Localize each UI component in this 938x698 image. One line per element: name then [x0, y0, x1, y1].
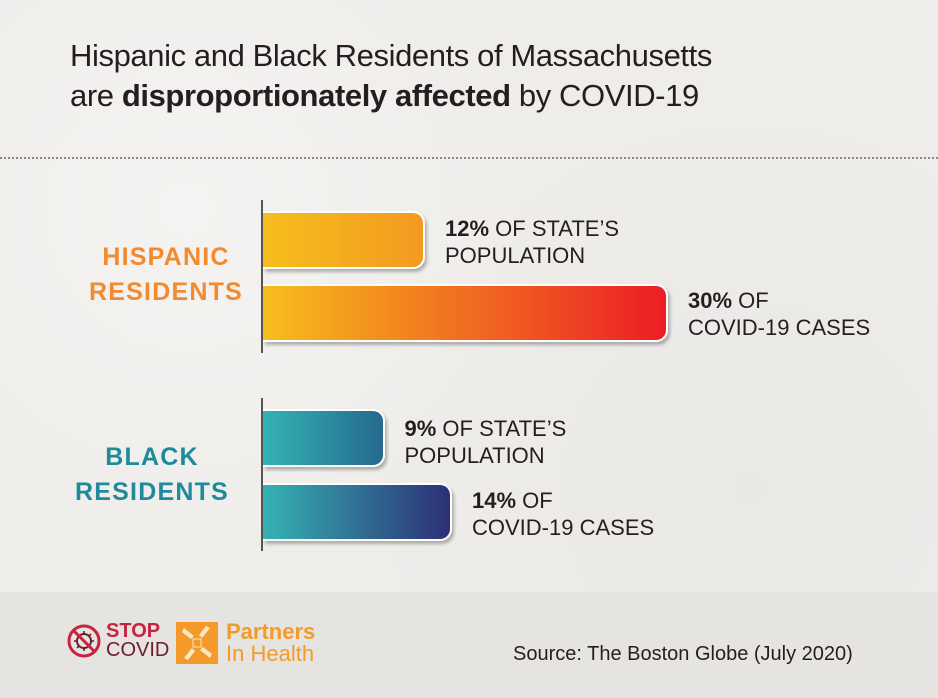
- data-label-line1: 12% OF STATE’S: [445, 215, 619, 242]
- data-label-hispanic-population: 12% OF STATE’S POPULATION: [445, 215, 619, 269]
- data-label-line1: 9% OF STATE’S: [405, 415, 567, 442]
- data-label-line2: POPULATION: [404, 443, 545, 468]
- title-emphasis: disproportionately affected: [121, 78, 511, 113]
- group-label-black: BLACK RESIDENTS: [52, 440, 252, 510]
- data-label-line2: COVID-19 CASES: [688, 315, 871, 340]
- stop-text: STOP: [106, 620, 161, 642]
- stop-covid-wordmark: STOP COVID: [106, 620, 170, 661]
- data-label-value: 14%: [472, 488, 517, 513]
- data-label-text: OF: [732, 288, 769, 313]
- group-label-line1: BLACK: [105, 443, 199, 471]
- bar-black-population: [263, 409, 385, 467]
- title-prefix: are: [70, 78, 122, 113]
- title-suffix: by COVID-19: [510, 78, 699, 113]
- footer-band: [0, 592, 938, 698]
- data-label-line2: POPULATION: [445, 243, 586, 268]
- group-label-line2: RESIDENTS: [75, 478, 229, 506]
- group-label-hispanic: HISPANIC RESIDENTS: [66, 240, 266, 310]
- title-line-2: are disproportionately affected by COVID…: [70, 76, 890, 116]
- bar-hispanic-cases: [263, 284, 668, 342]
- data-label-value: 9%: [404, 416, 437, 441]
- chart-title: Hispanic and Black Residents of Massachu…: [70, 36, 890, 116]
- hands-square-icon: [176, 622, 218, 664]
- group-label-line1: HISPANIC: [102, 243, 230, 271]
- data-label-text: OF STATE’S: [436, 416, 567, 441]
- group-label-line2: RESIDENTS: [89, 278, 243, 306]
- data-label-black-cases: 14% OF COVID-19 CASES: [472, 487, 654, 541]
- data-label-hispanic-cases: 30% OF COVID-19 CASES: [688, 287, 870, 341]
- covid-text: COVID: [106, 639, 170, 661]
- data-label-value: 12%: [445, 216, 490, 241]
- in-health-text: In Health: [226, 641, 315, 666]
- partners-in-health-logo: Partners In Health: [176, 621, 315, 665]
- title-line-1: Hispanic and Black Residents of Massachu…: [70, 38, 712, 73]
- data-label-line2: COVID-19 CASES: [472, 515, 655, 540]
- bar-hispanic-population: [263, 211, 425, 269]
- data-label-text: OF STATE’S: [489, 216, 620, 241]
- data-label-line1: 14% OF: [472, 487, 654, 514]
- virus-prohibited-icon: [67, 624, 101, 658]
- data-label-black-population: 9% OF STATE’S POPULATION: [405, 415, 567, 469]
- stop-covid-logo: STOP COVID: [66, 620, 170, 661]
- axis-line-hispanic: [261, 200, 263, 353]
- data-label-line1: 30% OF: [688, 287, 870, 314]
- source-note: Source: The Boston Globe (July 2020): [513, 643, 853, 665]
- data-label-text: OF: [516, 488, 553, 513]
- pih-wordmark: Partners In Health: [226, 621, 315, 665]
- bar-black-cases: [263, 483, 452, 541]
- data-label-value: 30%: [688, 288, 733, 313]
- axis-line-black: [261, 398, 263, 551]
- dotted-divider: [0, 157, 938, 159]
- partners-text: Partners: [226, 619, 316, 644]
